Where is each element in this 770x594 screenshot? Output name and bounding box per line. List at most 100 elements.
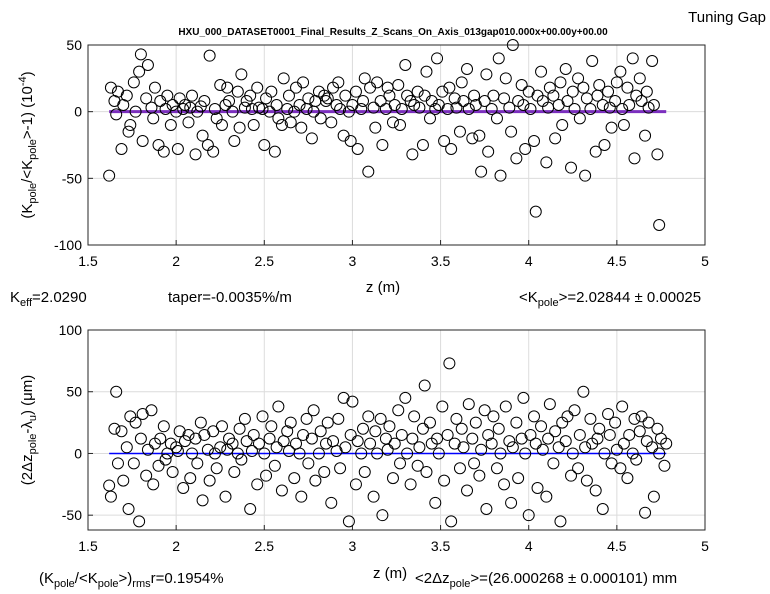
top-scatter-point <box>215 119 228 131</box>
bottom-scatter-point <box>381 443 394 456</box>
bottom-scatter-point <box>494 447 507 460</box>
bottom-scatter-point <box>247 428 260 441</box>
bottom-scatter-point <box>515 432 528 445</box>
top-scatter-point <box>344 135 357 147</box>
top-scatter-point <box>547 89 560 102</box>
top-scatter-point <box>485 103 498 115</box>
bottom-scatter-point <box>565 469 578 482</box>
top-scatter-point <box>524 103 537 115</box>
bottom-scatter-point <box>260 469 273 482</box>
top-scatter-point <box>256 103 269 115</box>
bottom-scatter-point <box>367 490 380 503</box>
top-scatter-point <box>161 89 174 102</box>
top-ytick-label: -100 <box>54 237 82 253</box>
bottom-scatter-point <box>115 425 128 438</box>
top-scatter-point <box>302 92 315 105</box>
bottom-scatter-point <box>104 490 117 503</box>
top-scatter-point <box>164 119 177 131</box>
bottom-scatter-point <box>392 404 405 417</box>
bottom-ytick-label: 0 <box>74 445 82 461</box>
bottom-tick-labels: 1.5 2 2.5 3 3.5 4 4.5 5 -50 0 50 100 <box>59 322 709 554</box>
bottom-scatter-point <box>235 453 248 466</box>
top-scatter-point <box>609 95 622 107</box>
top-scatter-point <box>272 112 285 125</box>
top-scatter-point <box>455 76 468 89</box>
top-scatter-point <box>584 103 597 115</box>
bottom-scatter-point <box>395 428 408 441</box>
top-scatter-point <box>436 85 449 98</box>
bottom-scatter-point <box>473 469 486 482</box>
bottom-scatter-point <box>646 441 659 454</box>
top-scatter-point <box>404 95 417 107</box>
top-scatter-point <box>651 148 664 161</box>
top-scatter-point <box>568 103 581 115</box>
bottom-scatter-point <box>443 357 456 370</box>
bottom-scatter-point <box>189 432 202 445</box>
top-scatter-point <box>258 139 271 151</box>
top-scatter-point <box>639 129 652 142</box>
top-scatter-point <box>228 135 241 147</box>
figure-title: HXU_000_DATASET0001_Final_Results_Z_Scan… <box>178 27 608 38</box>
bottom-ytick-label: 50 <box>66 384 82 400</box>
top-scatter-point <box>499 72 512 85</box>
bottom-scatter-point <box>191 457 204 470</box>
bottom-scatter-point <box>325 496 338 509</box>
top-scatter-point <box>388 99 401 111</box>
top-scatter-point <box>646 55 659 67</box>
top-tick-labels: 1.5 2 2.5 3 3.5 4 4.5 5 -100 -50 0 50 <box>54 37 709 269</box>
top-scatter-point <box>367 101 380 114</box>
top-scatter-point <box>281 103 294 115</box>
bottom-xlabel: z (m) <box>373 565 407 582</box>
bottom-scatter-point <box>499 400 512 413</box>
bottom-scatter-point <box>561 410 574 423</box>
top-scatter-point <box>297 76 310 89</box>
bottom-scatter-point <box>577 385 590 398</box>
top-scatter-point <box>559 63 572 75</box>
top-scatter-point <box>136 135 149 147</box>
bottom-scatter-point <box>490 462 503 475</box>
bottom-scatter-point <box>450 412 463 425</box>
top-scatter-point <box>358 72 371 85</box>
bottom-scatter-point <box>186 447 199 460</box>
bottom-scatter-point <box>531 482 544 495</box>
top-scatter-point <box>598 139 611 151</box>
bottom-scatter-point <box>445 515 458 528</box>
top-scatter-point <box>369 121 382 134</box>
bottom-scatter-point <box>658 459 671 472</box>
bottom-scatter-point <box>117 474 130 487</box>
top-scatter-point <box>579 169 592 182</box>
top-scatter-point <box>453 125 466 138</box>
bottom-scatter-point <box>332 412 345 425</box>
bottom-scatter-point <box>653 447 666 460</box>
bottom-scatter-point <box>346 395 359 408</box>
top-scatter-point <box>411 85 424 98</box>
bottom-scatter-point <box>245 444 258 457</box>
top-scatter-point <box>332 76 345 89</box>
bottom-scatter-point <box>485 437 498 450</box>
top-scatter-point <box>362 165 375 178</box>
bottom-scatter-point <box>614 462 627 475</box>
top-scatter-point <box>263 105 276 118</box>
top-scatter-point <box>565 161 578 174</box>
top-scatter-point <box>494 169 507 182</box>
top-scatter-point <box>395 103 408 115</box>
top-scatter-point <box>104 81 117 94</box>
bottom-scatter-point <box>466 432 479 445</box>
top-scatter-point <box>321 92 334 105</box>
bottom-scatter-point <box>154 432 167 445</box>
top-ytick-label: 0 <box>74 104 82 120</box>
top-scatter-point <box>226 105 239 118</box>
bottom-scatter-point <box>263 432 276 445</box>
bottom-scatter-point <box>337 391 350 404</box>
top-scatter-point <box>221 81 234 94</box>
bottom-scatter-point <box>256 410 269 423</box>
top-scatter-point <box>334 103 347 115</box>
bottom-scatter-point <box>522 509 535 522</box>
bottom-scatter-point <box>219 490 232 503</box>
top-scatter-point <box>420 65 433 78</box>
bottom-scatter-point <box>244 503 257 516</box>
bottom-scatter-point <box>603 428 616 441</box>
top-scatter-point <box>140 92 153 105</box>
keff-annotation: Keff=2.0290 <box>10 289 87 309</box>
